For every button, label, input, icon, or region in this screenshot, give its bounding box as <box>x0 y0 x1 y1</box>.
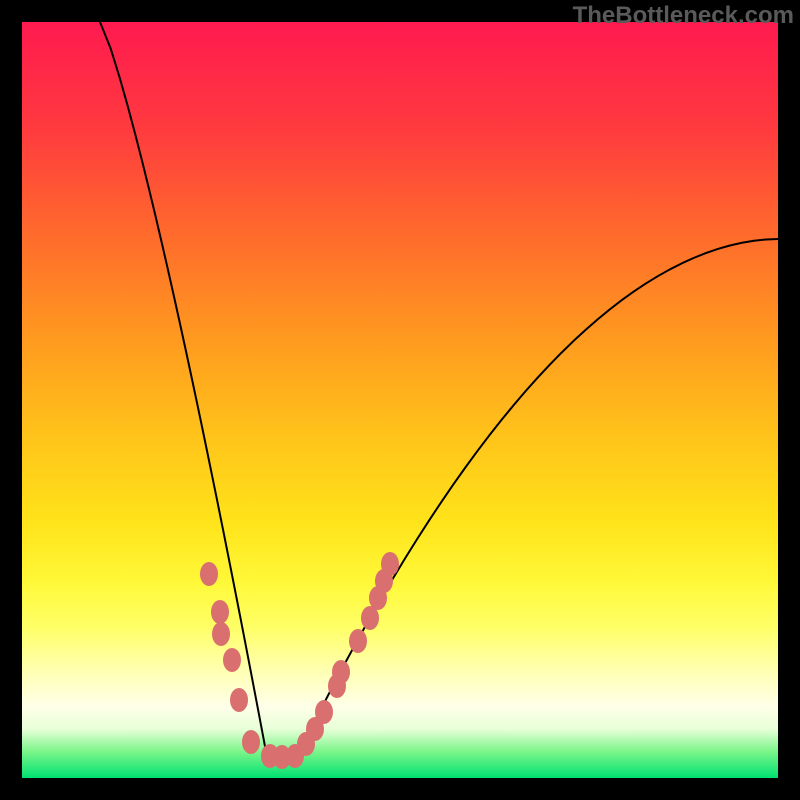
data-marker <box>349 629 367 653</box>
data-marker <box>230 688 248 712</box>
data-marker <box>211 600 229 624</box>
data-marker <box>332 660 350 684</box>
watermark-text: TheBottleneck.com <box>573 2 794 30</box>
data-marker <box>242 730 260 754</box>
plot-area <box>22 22 778 778</box>
data-marker <box>223 648 241 672</box>
data-marker <box>212 622 230 646</box>
v-curve <box>98 22 778 758</box>
curve-layer <box>22 22 778 778</box>
outer-black-frame: TheBottleneck.com <box>0 0 800 800</box>
data-marker <box>315 700 333 724</box>
data-marker <box>381 552 399 576</box>
marker-group <box>200 552 399 769</box>
data-marker <box>200 562 218 586</box>
